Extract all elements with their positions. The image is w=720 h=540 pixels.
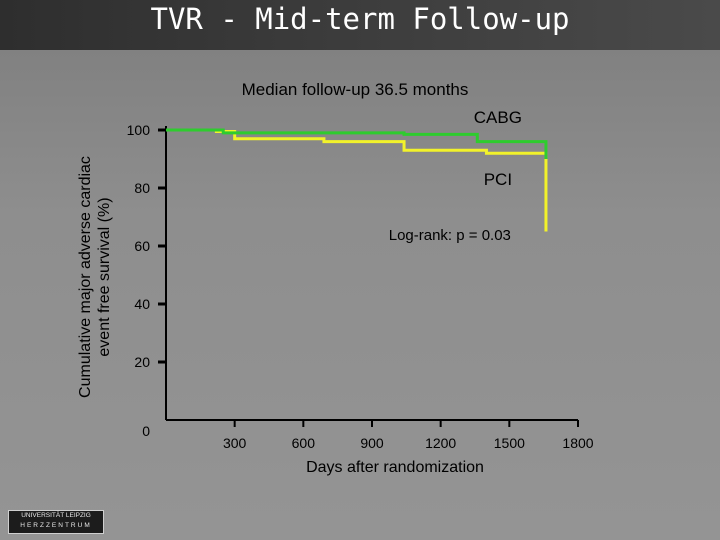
chart-annotations: CABG PCI Log-rank: p = 0.03: [389, 108, 522, 244]
logo-herzzentrum-text: HERZZENTRUM: [20, 522, 92, 529]
x-tick-label-1200: 1200: [425, 435, 456, 451]
y-tick-label-80: 80: [134, 180, 150, 196]
chart-axes: [158, 126, 579, 427]
y-tick-label-20: 20: [134, 354, 150, 370]
chart-tick-labels: 20 40 60 80 100 0 300 600 900 1200 1500 1800: [127, 122, 594, 451]
title-bar: [0, 0, 720, 50]
logo-university-text: UNIVERSITÄT LEIPZIG: [21, 512, 91, 519]
y-tick-label-100: 100: [127, 122, 151, 138]
x-tick-label-1800: 1800: [562, 435, 593, 451]
annotation-log-rank-p-0-03: Log-rank: p = 0.03: [389, 227, 511, 244]
x-tick-label-600: 600: [292, 435, 316, 451]
x-axis-label: Days after randomization: [306, 459, 484, 476]
y-tick-label-40: 40: [134, 296, 150, 312]
annotation-pci: PCI: [484, 170, 512, 189]
origin-tick-label: 0: [142, 423, 150, 439]
slide-title: TVR - Mid-term Follow-up: [150, 2, 570, 36]
x-tick-label-900: 900: [360, 435, 384, 451]
university-logo: UNIVERSITÄT LEIPZIG HERZZENTRUM: [8, 510, 104, 534]
series-line-cabg: [166, 128, 548, 159]
x-tick-label-300: 300: [223, 435, 247, 451]
x-tick-label-1500: 1500: [494, 435, 525, 451]
chart-series: [166, 128, 548, 232]
y-tick-label-60: 60: [134, 238, 150, 254]
chart-subtitle: Median follow-up 36.5 months: [241, 80, 469, 99]
annotation-cabg: CABG: [474, 108, 522, 127]
